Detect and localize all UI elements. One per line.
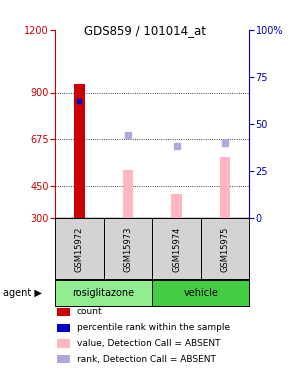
Bar: [201, 218, 249, 279]
Text: GSM15974: GSM15974: [172, 226, 181, 272]
Bar: [220, 157, 231, 218]
Text: GSM15972: GSM15972: [75, 226, 84, 272]
Bar: [55, 218, 104, 279]
Text: value, Detection Call = ABSENT: value, Detection Call = ABSENT: [77, 339, 220, 348]
Text: rosiglitazone: rosiglitazone: [72, 288, 135, 298]
Text: rank, Detection Call = ABSENT: rank, Detection Call = ABSENT: [77, 355, 216, 364]
Text: GSM15973: GSM15973: [124, 226, 133, 272]
Text: percentile rank within the sample: percentile rank within the sample: [77, 323, 230, 332]
Bar: [123, 170, 133, 217]
Bar: [152, 218, 201, 279]
Bar: [152, 280, 249, 306]
Text: GDS859 / 101014_at: GDS859 / 101014_at: [84, 24, 206, 38]
Bar: [171, 194, 182, 217]
Text: vehicle: vehicle: [183, 288, 218, 298]
Bar: [55, 280, 152, 306]
Text: count: count: [77, 308, 102, 316]
Text: agent ▶: agent ▶: [3, 288, 42, 298]
Text: GSM15975: GSM15975: [221, 226, 230, 272]
Bar: [104, 218, 152, 279]
Bar: [74, 84, 85, 218]
